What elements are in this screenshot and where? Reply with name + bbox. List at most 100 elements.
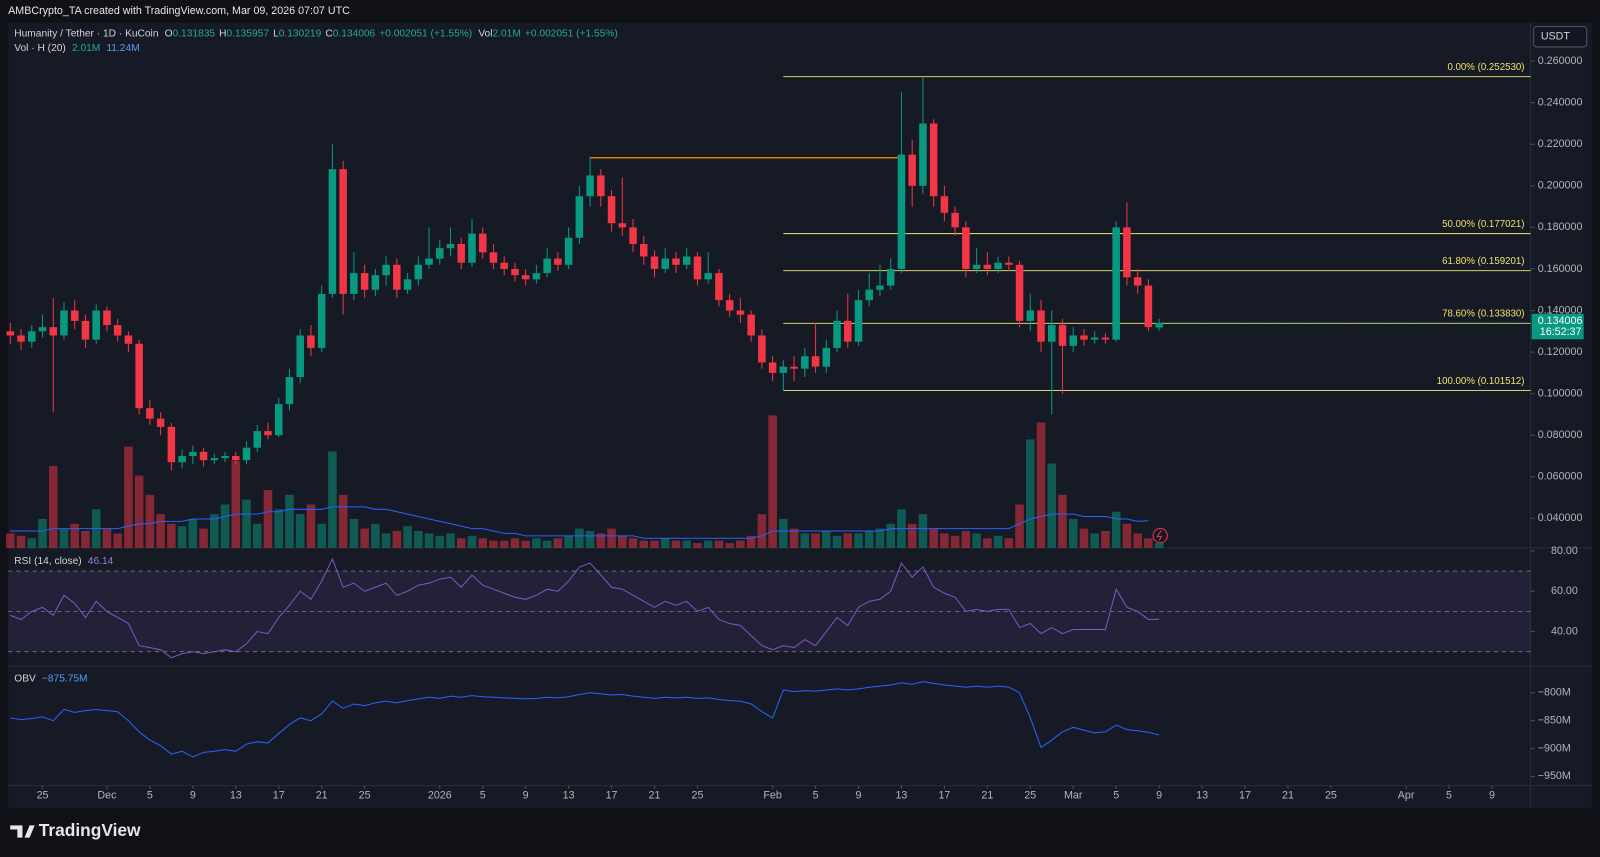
volume-bar	[907, 523, 917, 548]
volume-bar	[274, 509, 284, 548]
x-tick-label: 21	[649, 790, 661, 802]
x-tick-label: 9	[1489, 790, 1495, 802]
volume-bar	[821, 530, 831, 548]
x-tick-label: 17	[273, 790, 285, 802]
candle-body	[1048, 325, 1056, 342]
candle-body	[1133, 277, 1142, 286]
volume-bar	[575, 528, 584, 548]
candle-body	[693, 256, 702, 280]
legend-l: L	[273, 28, 279, 39]
candle-body	[575, 196, 584, 238]
candle-body	[339, 169, 347, 294]
candle-body	[382, 264, 390, 276]
volume-legend: Vol · H (20) 2.01M 11.24M	[14, 43, 139, 54]
volume-bar	[886, 523, 896, 548]
candle-body	[146, 408, 154, 419]
candle-body	[511, 268, 519, 276]
x-tick-label: 13	[563, 790, 575, 802]
candle-body	[317, 293, 326, 348]
last-price-label: 0.134006	[1538, 315, 1583, 327]
candle-body	[28, 331, 36, 342]
legend-o: O	[165, 28, 173, 39]
x-tick-label: 25	[1325, 790, 1337, 802]
volume-bar	[113, 533, 122, 548]
candle-body	[446, 244, 455, 249]
x-tick-label: 25	[359, 790, 371, 802]
candle-body	[854, 300, 863, 342]
candle-body	[1155, 322, 1163, 328]
volume-bar	[660, 538, 670, 548]
volume-bar	[789, 528, 799, 548]
candle-body	[618, 223, 627, 228]
candle-body	[951, 212, 959, 228]
volume-bar	[864, 530, 874, 548]
x-tick-label: 9	[190, 790, 196, 802]
volume-bar	[768, 415, 777, 548]
candle-body	[736, 310, 745, 315]
volume-bar	[1068, 518, 1078, 548]
last-price-box	[1531, 313, 1584, 340]
x-tick-label: Dec	[97, 790, 117, 802]
volume-bar	[532, 538, 541, 548]
y-tick-label: 0.220000	[1538, 138, 1583, 150]
volume-bar	[757, 514, 767, 548]
candle-body	[715, 273, 723, 301]
candle-body	[468, 233, 476, 263]
x-tick-label: 25	[1024, 790, 1036, 802]
candle-body	[586, 175, 594, 197]
volume-bar	[607, 528, 616, 548]
candle-body	[629, 227, 637, 245]
volume-bar	[295, 514, 305, 548]
volume-bar	[875, 528, 885, 548]
volume-bar	[263, 490, 273, 548]
obv-tick-label: −950M	[1538, 770, 1571, 782]
candle-body	[865, 289, 873, 301]
y-tick-label: 0.260000	[1538, 55, 1583, 67]
volume-bar	[27, 538, 37, 548]
candle-body	[640, 244, 648, 257]
volume-bar	[746, 535, 756, 548]
obv-value: −875.75M	[42, 673, 88, 684]
volume-bar	[403, 526, 412, 548]
x-tick-label: 21	[316, 790, 328, 802]
candle-body	[135, 343, 143, 409]
candle-body	[242, 447, 251, 461]
legend-h: H	[219, 28, 226, 39]
candle-body	[113, 325, 122, 336]
volume-bar	[1025, 439, 1035, 548]
candle-body	[253, 431, 262, 448]
volume-bar	[843, 533, 853, 548]
volume-bar	[156, 514, 165, 548]
candle-body	[607, 196, 616, 224]
volume-bar	[199, 528, 208, 548]
candle-body	[844, 320, 852, 342]
volume-bar	[1101, 530, 1110, 548]
volume-bar	[317, 523, 326, 548]
volume-bar	[628, 538, 638, 548]
candle-body	[371, 275, 380, 290]
candle-body	[704, 273, 712, 280]
alert-icon[interactable]	[1152, 527, 1168, 544]
x-tick-label: 9	[856, 790, 862, 802]
candle-body	[210, 458, 219, 461]
candle-body	[897, 154, 906, 269]
volume-bar	[596, 533, 606, 548]
volume-bar	[1058, 494, 1067, 548]
volume-bar	[983, 538, 992, 548]
rsi-line	[10, 557, 1160, 659]
currency-box[interactable]	[1533, 26, 1588, 48]
obv-tick-label: −850M	[1538, 714, 1571, 726]
currency[interactable]: USDT	[1541, 31, 1571, 43]
volume-bar	[1154, 543, 1164, 548]
y-tick-label: 0.140000	[1538, 304, 1583, 316]
volume-bar	[811, 533, 820, 548]
volume-bar	[639, 540, 649, 548]
x-tick-label: 25	[37, 790, 49, 802]
candle-body	[92, 310, 100, 340]
header-text: AMBCrypto_TA created with TradingView.co…	[8, 5, 350, 17]
volume-bar	[456, 538, 466, 548]
volume-bar	[940, 533, 949, 548]
volume-bar	[252, 523, 262, 548]
candle-body	[60, 310, 68, 336]
y-tick-label: 0.240000	[1538, 97, 1583, 109]
